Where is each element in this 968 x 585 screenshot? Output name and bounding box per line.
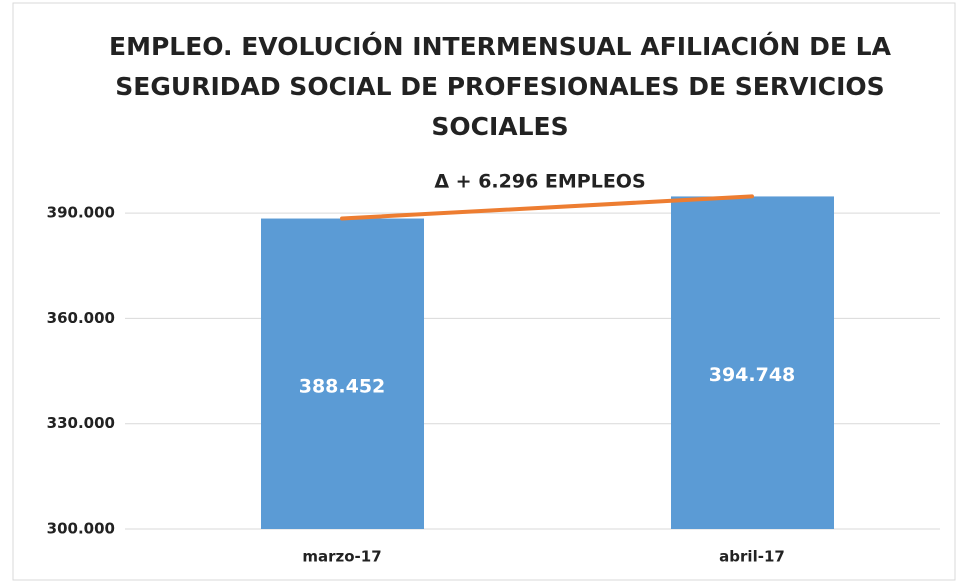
value-label: 388.452	[299, 375, 386, 397]
annotation: Δ + 6.296 EMPLEOS	[434, 171, 645, 193]
x-tick-label: marzo-17	[302, 548, 381, 566]
bar	[671, 196, 834, 530]
trend-line	[340, 194, 754, 221]
y-tick-label: 390.000	[47, 204, 115, 222]
bar	[261, 218, 424, 529]
chart-title: SOCIALES	[431, 112, 568, 141]
y-tick-label: 300.000	[47, 520, 115, 538]
value-label: 394.748	[709, 364, 796, 386]
x-tick-label: abril-17	[719, 548, 785, 566]
chart-title: EMPLEO. EVOLUCIÓN INTERMENSUAL AFILIACIÓ…	[109, 31, 892, 61]
y-tick-label: 330.000	[47, 414, 115, 432]
y-tick-label: 360.000	[47, 309, 115, 327]
chart-title: SEGURIDAD SOCIAL DE PROFESIONALES DE SER…	[115, 72, 884, 101]
